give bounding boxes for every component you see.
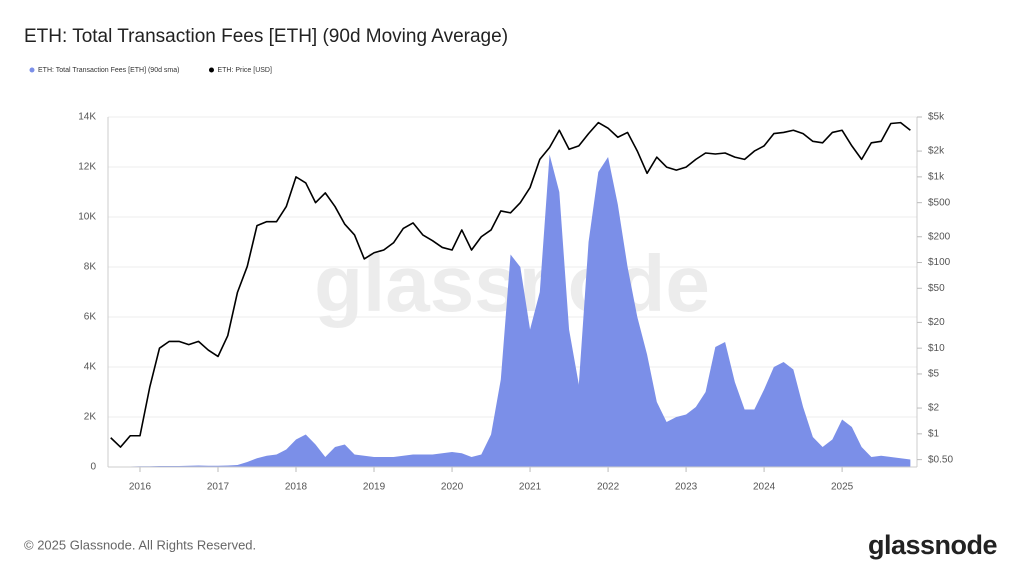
y2-tick-label: $10 bbox=[928, 343, 945, 354]
fees-area bbox=[110, 154, 911, 467]
y2-tick-label: $5 bbox=[928, 369, 940, 380]
x-tick-label: 2024 bbox=[753, 482, 776, 493]
legend-marker bbox=[29, 67, 35, 73]
y2-tick-label: $5k bbox=[928, 112, 945, 123]
y2-tick-label: $500 bbox=[928, 197, 951, 208]
y2-tick-label: $1 bbox=[928, 428, 940, 439]
logo: glassnode bbox=[868, 530, 998, 560]
x-tick-label: 2017 bbox=[207, 482, 230, 493]
y-tick-label: 12K bbox=[78, 162, 96, 173]
y-tick-label: 4K bbox=[84, 362, 97, 373]
x-tick-label: 2020 bbox=[441, 482, 464, 493]
x-tick-label: 2021 bbox=[519, 482, 542, 493]
legend-marker bbox=[208, 67, 214, 73]
legend-label: ETH: Price [USD] bbox=[217, 67, 272, 74]
x-tick-label: 2019 bbox=[363, 482, 386, 493]
y2-tick-label: $100 bbox=[928, 257, 951, 268]
y2-tick-label: $0.50 bbox=[928, 454, 953, 465]
chart-title: ETH: Total Transaction Fees [ETH] (90d M… bbox=[24, 26, 508, 47]
y2-tick-label: $1k bbox=[928, 172, 945, 183]
y2-tick-label: $50 bbox=[928, 283, 945, 294]
y-tick-label: 0 bbox=[90, 462, 96, 473]
x-tick-label: 2023 bbox=[675, 482, 698, 493]
y-tick-label: 6K bbox=[84, 312, 97, 323]
x-tick-label: 2022 bbox=[597, 482, 620, 493]
y-tick-label: 14K bbox=[78, 112, 96, 123]
footer: © 2025 Glassnode. All Rights Reserved. bbox=[24, 537, 256, 552]
y2-tick-label: $20 bbox=[928, 317, 945, 328]
y-tick-label: 2K bbox=[84, 412, 97, 423]
y2-tick-label: $2 bbox=[928, 403, 940, 414]
x-tick-label: 2018 bbox=[285, 482, 308, 493]
y-tick-label: 10K bbox=[78, 212, 96, 223]
legend-label: ETH: Total Transaction Fees [ETH] (90d s… bbox=[38, 67, 179, 74]
y2-tick-label: $2k bbox=[928, 146, 945, 157]
x-tick-label: 2025 bbox=[831, 482, 854, 493]
price-line bbox=[110, 121, 911, 448]
x-tick-label: 2016 bbox=[129, 482, 152, 493]
y2-tick-label: $200 bbox=[928, 231, 951, 242]
y-tick-label: 8K bbox=[84, 262, 97, 273]
